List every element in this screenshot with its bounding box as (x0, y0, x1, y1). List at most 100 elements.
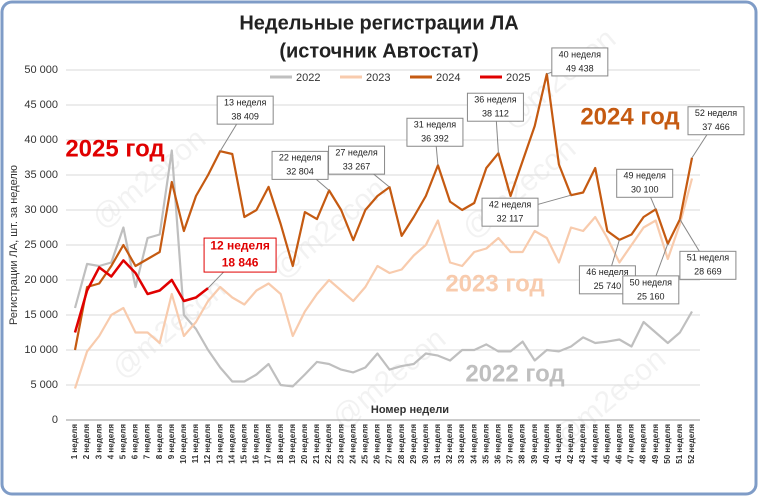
data-label: 30 100 (631, 185, 659, 195)
x-tick-label: 5 неделя (119, 424, 128, 460)
x-tick-label: 12 неделя (203, 424, 212, 464)
x-tick-label: 1 неделя (70, 424, 79, 460)
callout-week: 27 неделя (335, 148, 377, 158)
x-tick-label: 38 неделя (518, 424, 527, 464)
legend-label: 2025 (506, 72, 530, 84)
y-tick-label: 0 (52, 414, 58, 426)
x-tick-label: 49 неделя (651, 424, 660, 464)
data-label: 49 438 (566, 63, 594, 73)
callout-box (203, 237, 277, 273)
legend-label: 2024 (436, 72, 460, 84)
callout-box (466, 92, 524, 122)
x-tick-label: 48 неделя (639, 424, 648, 464)
x-tick-label: 52 неделя (687, 424, 696, 464)
data-label: 32 804 (286, 167, 314, 177)
x-tick-label: 18 неделя (276, 424, 285, 464)
x-tick-label: 27 неделя (385, 424, 394, 464)
x-tick-label: 42 неделя (566, 424, 575, 464)
callout-box (679, 250, 737, 280)
callout-week: 42 неделя (489, 200, 531, 210)
data-label: 33 267 (343, 162, 371, 172)
y-tick-label: 50 000 (24, 64, 58, 76)
y-tick-label: 35 000 (24, 169, 58, 181)
x-tick-label: 50 неделя (663, 424, 672, 464)
data-label: 28 669 (694, 267, 722, 277)
callout-week: 31 неделя (414, 120, 456, 130)
callout-box (216, 95, 274, 125)
x-tick-label: 8 неделя (155, 424, 164, 460)
data-label: 25 740 (594, 281, 622, 291)
series-line (73, 259, 209, 333)
callout-box (616, 168, 674, 198)
series-line (73, 72, 694, 351)
data-label: 38 409 (231, 112, 259, 122)
callout-box (622, 275, 680, 305)
x-tick-label: 37 неделя (506, 424, 515, 464)
callout-box (328, 145, 386, 175)
callout-week: 12 неделя (210, 239, 270, 253)
callout-week: 51 неделя (687, 253, 729, 263)
x-tick-label: 45 неделя (602, 424, 611, 464)
x-tick-label: 24 неделя (348, 424, 357, 464)
chart-subtitle: (источник Автостат) (279, 40, 478, 62)
x-tick-label: 40 неделя (542, 424, 551, 464)
series-line (73, 178, 694, 389)
callout-week: 13 неделя (224, 98, 266, 108)
x-tick-label: 23 неделя (336, 424, 345, 464)
data-label: 37 466 (702, 122, 730, 132)
callout-week: 40 неделя (559, 49, 601, 59)
y-tick-label: 30 000 (24, 204, 58, 216)
x-axis-label: Номер недели (371, 404, 449, 416)
callout-box (687, 106, 745, 136)
x-tick-label: 33 неделя (457, 424, 466, 464)
data-label: 36 392 (421, 134, 449, 144)
series-annotation: 2024 год (580, 103, 679, 130)
x-tick-label: 36 неделя (494, 424, 503, 464)
legend-label: 2023 (366, 72, 390, 84)
data-label: 18 846 (222, 256, 259, 270)
x-tick-label: 47 неделя (627, 424, 636, 464)
x-tick-label: 30 неделя (421, 424, 430, 464)
x-tick-label: 20 неделя (300, 424, 309, 464)
x-tick-label: 29 неделя (409, 424, 418, 464)
callout-box (271, 150, 329, 180)
series-annotation: 2022 год (465, 360, 564, 387)
data-label: 32 117 (497, 214, 524, 224)
x-tick-label: 3 неделя (94, 424, 103, 460)
x-tick-label: 13 неделя (215, 424, 224, 464)
y-tick-label: 40 000 (24, 134, 58, 146)
x-tick-label: 46 неделя (615, 424, 624, 464)
x-tick-label: 43 неделя (578, 424, 587, 464)
x-tick-label: 9 неделя (167, 424, 176, 460)
data-label: 25 160 (637, 291, 665, 301)
x-tick-label: 15 неделя (239, 424, 248, 464)
x-tick-label: 39 неделя (530, 424, 539, 464)
x-tick-label: 35 неделя (481, 424, 490, 464)
x-tick-label: 34 неделя (469, 424, 478, 464)
callout-box (406, 117, 464, 147)
legend-label: 2022 (296, 72, 320, 84)
x-tick-label: 7 неделя (143, 424, 152, 460)
y-tick-label: 20 000 (24, 274, 58, 286)
y-tick-label: 10 000 (24, 344, 58, 356)
callout-box (481, 197, 539, 227)
x-tick-label: 2 неделя (82, 424, 91, 460)
y-tick-label: 25 000 (24, 239, 58, 251)
series-annotation: 2023 год (445, 270, 544, 297)
x-tick-label: 51 неделя (675, 424, 684, 464)
x-tick-label: 21 неделя (312, 424, 321, 464)
x-tick-label: 16 неделя (252, 424, 261, 464)
callout-week: 36 неделя (474, 95, 516, 105)
x-tick-label: 25 неделя (360, 424, 369, 464)
x-tick-label: 44 неделя (590, 424, 599, 464)
callout-week: 46 неделя (586, 267, 628, 277)
callout-week: 22 неделя (279, 153, 321, 163)
y-tick-label: 5 000 (30, 379, 58, 391)
y-axis-label: Регистрации ЛА, шт. за неделю (8, 165, 20, 325)
x-tick-label: 10 неделя (179, 424, 188, 464)
callout-week: 52 неделя (695, 108, 737, 118)
x-tick-label: 14 неделя (227, 424, 236, 464)
x-tick-label: 28 неделя (397, 424, 406, 464)
